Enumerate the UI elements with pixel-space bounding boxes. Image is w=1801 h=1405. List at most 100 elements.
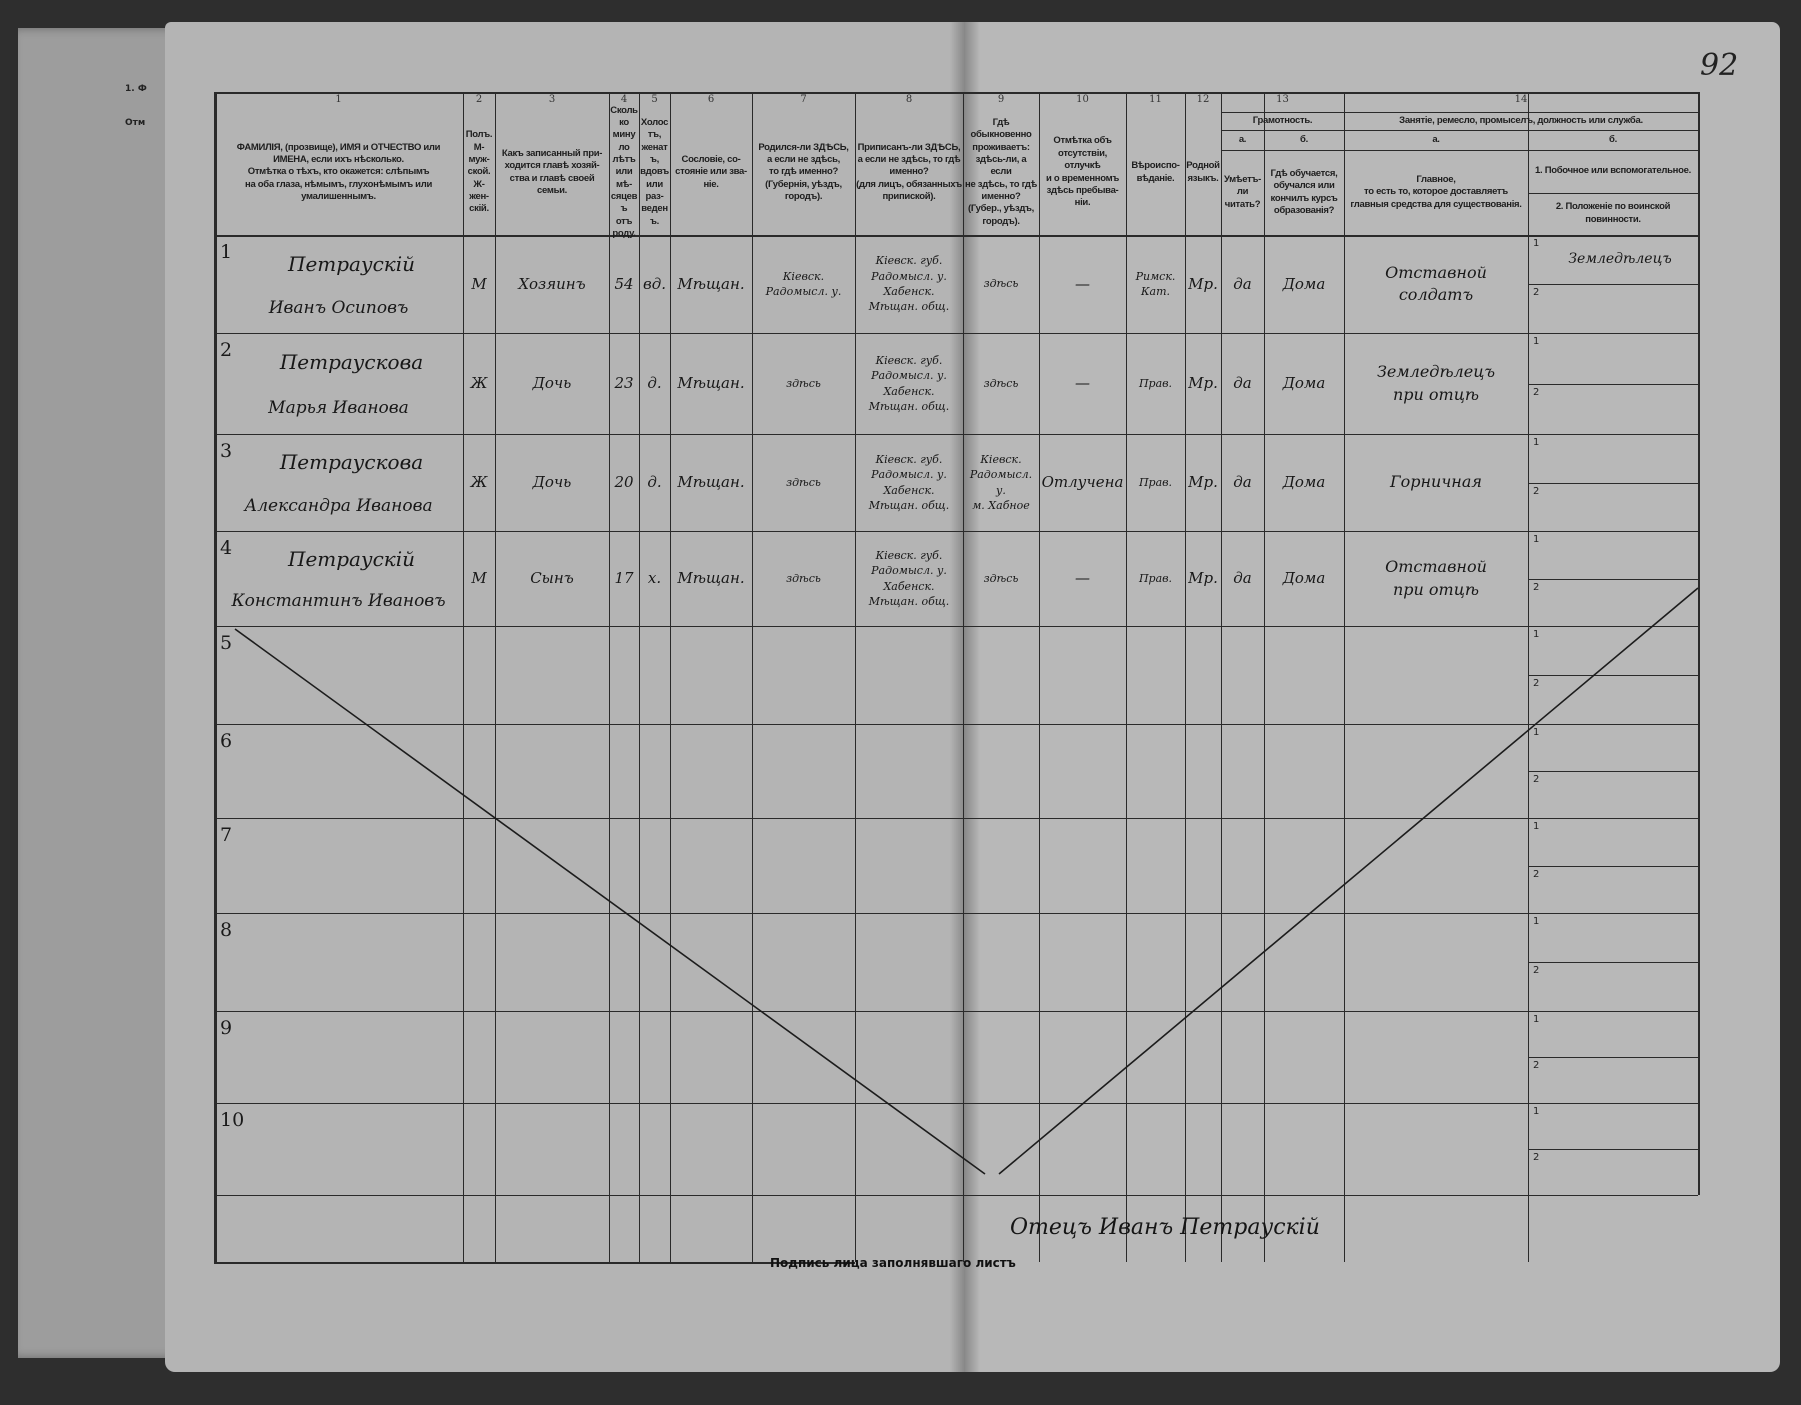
- cell-religion: Прав.: [1138, 376, 1173, 390]
- subcolumn-a-letter: а.: [1432, 133, 1440, 145]
- rule-line: [1698, 92, 1700, 1195]
- cell-religion: Прав.: [1138, 571, 1173, 585]
- rule-line: [214, 92, 217, 1262]
- column-number: 2: [475, 94, 483, 105]
- surname: Петраускій: [288, 251, 415, 276]
- cell-registered: Кіевск. губ. Радомысл. у. Хабенск. Мѣщан…: [868, 452, 950, 512]
- cell-marital: х.: [647, 569, 662, 587]
- cell-born: Кіевск. Радомысл. у.: [765, 269, 842, 298]
- column-number: 12: [1196, 94, 1210, 105]
- rule-line: [1528, 771, 1698, 772]
- sub-row-label: 1: [1533, 821, 1540, 832]
- cell-estate: Мѣщан.: [677, 374, 745, 392]
- sub-row-label: 1: [1533, 916, 1540, 927]
- row-number: 10: [220, 1109, 245, 1131]
- cell-language: Мр.: [1188, 569, 1218, 587]
- sub-row-label: 1: [1533, 534, 1540, 545]
- rule-line: [1039, 92, 1041, 1262]
- sub-row-label: 1: [1533, 1014, 1540, 1025]
- column-number: 13: [1276, 94, 1289, 105]
- cell-literate: да: [1233, 374, 1252, 392]
- rule-line: [1264, 92, 1266, 1262]
- cell-literate: да: [1233, 274, 1252, 293]
- cell-religion: Прав.: [1138, 475, 1173, 489]
- column-number: 4: [620, 94, 628, 105]
- cell-education: Дома: [1282, 569, 1326, 587]
- rule-line: [1528, 578, 1698, 580]
- column-number: 6: [707, 94, 715, 105]
- cell-resides: Кіевск. Радомысл. у. м. Хабное: [969, 452, 1033, 512]
- sub-row-label: 2: [1533, 678, 1540, 689]
- row-number: 1: [220, 241, 233, 263]
- cell-language: Мр.: [1188, 473, 1218, 491]
- rule-line: [963, 92, 965, 1262]
- cell-resides: здѣсь: [983, 376, 1019, 390]
- underlying-page-text: Отм: [125, 118, 146, 128]
- rule-line: [1528, 383, 1698, 385]
- rule-line: [214, 913, 1698, 915]
- cell-occupation: Земледѣлецъ при отцѣ: [1376, 362, 1496, 404]
- surname: Петраускова: [279, 450, 424, 475]
- surname: Петраускова: [279, 350, 424, 375]
- left-page: [165, 22, 965, 1372]
- row-number: 3: [220, 440, 233, 462]
- column-number: 3: [548, 94, 556, 105]
- cell-estate: Мѣщан.: [677, 473, 745, 491]
- cell-born: здѣсь: [786, 376, 821, 390]
- cell-resides: здѣсь: [983, 571, 1019, 585]
- subcolumn-a-letter: а.: [1238, 133, 1247, 145]
- rule-line: [1528, 192, 1698, 194]
- rule-line: [1528, 482, 1698, 484]
- signature-label: Подпись лица заполнявшаго листъ: [770, 1256, 1016, 1270]
- rule-line: [214, 724, 1698, 726]
- cell-sex: Ж: [470, 473, 488, 491]
- column-header: Сословіе, со- стояніе или зва- ніе.: [675, 153, 747, 190]
- rule-line: [463, 92, 465, 1262]
- column-number: 14: [1514, 94, 1528, 105]
- cell-estate: Мѣщан.: [677, 274, 745, 293]
- cell-relation: Дочь: [532, 374, 572, 392]
- cell-language: Мр.: [1188, 374, 1218, 392]
- cell-occupation: Отставной солдатъ: [1385, 262, 1487, 304]
- rule-line: [1528, 92, 1530, 1262]
- rule-line: [1185, 92, 1187, 1262]
- sub-row-label: 1: [1533, 437, 1540, 448]
- cell-education: Дома: [1282, 473, 1326, 491]
- cell-absence: Отлучена: [1041, 473, 1124, 491]
- row-number: 4: [220, 537, 233, 559]
- cell-age: 17: [614, 569, 634, 587]
- cell-literate: да: [1233, 473, 1252, 491]
- cell-age: 23: [614, 374, 634, 392]
- rule-line: [1528, 865, 1698, 867]
- row-number: 2: [220, 339, 233, 361]
- cell-marital: д.: [647, 374, 662, 392]
- underlying-pages: [18, 28, 188, 1358]
- rule-line: [214, 333, 1698, 335]
- cell-marital: д.: [647, 473, 662, 491]
- book-fold: [950, 22, 980, 1372]
- column-number: 8: [905, 94, 913, 105]
- cell-age: 20: [614, 473, 634, 491]
- column-header: Какъ записанный при- ходится главѣ хозяй…: [501, 147, 603, 196]
- given-name-patronymic: Александра Иванова: [244, 495, 433, 516]
- sub-row-label: 1: [1533, 336, 1540, 347]
- sub-row-label: 1: [1533, 629, 1540, 640]
- cell-sex: Ж: [470, 374, 488, 392]
- row-number: 5: [220, 632, 233, 654]
- cell-sex: М: [471, 569, 487, 587]
- column-header: ФАМИЛІЯ, (прозвище), ИМЯ и ОТЧЕСТВО или …: [236, 141, 441, 203]
- given-name-patronymic: Иванъ Осиповъ: [268, 297, 409, 318]
- rule-line: [752, 92, 754, 1262]
- row-number: 8: [220, 919, 233, 941]
- rule-line: [1528, 284, 1698, 285]
- column-header: Холостъ, женатъ, вдовъ или раз- веденъ.: [640, 116, 669, 227]
- rule-line: [1126, 92, 1128, 1262]
- rule-line: [1528, 962, 1698, 963]
- sub-row-label: 1: [1533, 1106, 1540, 1117]
- cell-relation: Сынъ: [530, 569, 574, 587]
- sub-row-label: 2: [1533, 1060, 1540, 1071]
- cell-absence: —: [1075, 569, 1090, 587]
- sub-row-label: 2: [1533, 287, 1540, 298]
- rule-line: [214, 92, 1698, 94]
